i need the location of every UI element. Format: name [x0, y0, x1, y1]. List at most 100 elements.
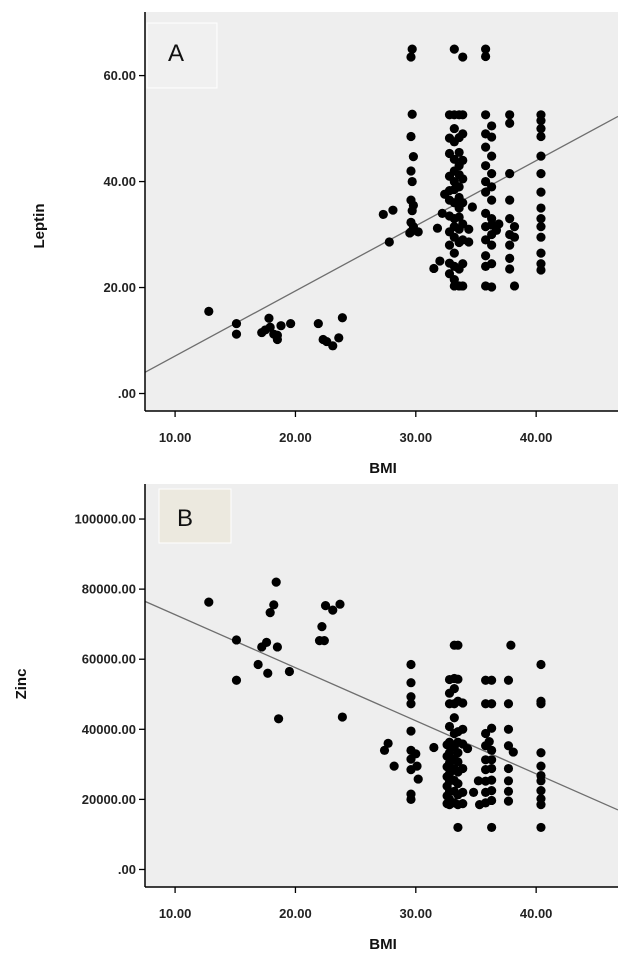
y-ticks-a: .00 20.00 40.00 60.00 [103, 68, 145, 401]
y-tick-label: 60.00 [103, 68, 136, 83]
data-point [449, 248, 459, 258]
data-point [453, 757, 463, 767]
data-point [458, 798, 468, 809]
data-point [449, 713, 459, 723]
data-point [328, 341, 338, 351]
data-point [536, 131, 546, 142]
data-point [334, 333, 344, 343]
data-point [429, 263, 439, 274]
x-tick-label: 20.00 [279, 906, 312, 921]
data-point [487, 822, 497, 833]
data-point [454, 212, 464, 222]
data-point [204, 306, 214, 316]
data-point [536, 748, 546, 758]
data-point [487, 795, 497, 806]
data-point [231, 635, 242, 645]
data-point [335, 599, 345, 609]
data-point [505, 264, 515, 274]
plot-area-b [145, 484, 618, 887]
data-point [487, 259, 497, 269]
data-point [487, 151, 497, 161]
data-point [379, 745, 390, 755]
data-point [449, 44, 459, 54]
data-point [458, 110, 468, 120]
data-point [458, 198, 468, 208]
data-point [503, 796, 514, 806]
data-point [505, 118, 515, 128]
data-point [505, 169, 515, 179]
data-point [320, 601, 331, 611]
data-point [536, 116, 546, 126]
data-point [458, 129, 468, 139]
data-point [536, 169, 546, 179]
data-point [231, 329, 242, 339]
data-point [286, 318, 296, 329]
data-point [487, 132, 497, 142]
data-point [453, 779, 463, 789]
data-point [406, 659, 416, 670]
data-point [273, 714, 284, 724]
data-point [487, 675, 497, 685]
y-axis-title-b: Zinc [13, 669, 30, 700]
data-point [458, 52, 468, 62]
data-point [487, 763, 497, 774]
data-point [503, 763, 514, 774]
data-point [413, 227, 423, 237]
data-point [263, 668, 273, 678]
data-point [536, 187, 546, 197]
y-tick-label: 20000.00 [82, 792, 136, 807]
data-point [453, 822, 463, 833]
x-axis-title-a: BMI [369, 460, 397, 477]
data-point [407, 176, 417, 187]
data-point [509, 281, 520, 291]
data-point [388, 205, 398, 215]
data-point [505, 214, 515, 224]
chart-b: B .00 20000.00 40000.00 60000.00 80000.00 100… [13, 484, 618, 953]
data-point [406, 726, 416, 736]
data-point [536, 786, 546, 796]
data-point [536, 800, 546, 810]
data-point [467, 202, 477, 212]
data-point [487, 282, 497, 292]
data-point [406, 692, 416, 702]
data-point [487, 775, 497, 785]
data-point [406, 131, 416, 142]
data-point [313, 318, 323, 329]
data-point [487, 240, 497, 250]
data-point [378, 209, 388, 220]
y-tick-label: 80000.00 [82, 582, 136, 597]
data-point [473, 776, 483, 786]
data-point [407, 44, 417, 54]
data-point [487, 121, 497, 131]
data-point [458, 698, 468, 708]
data-point [481, 235, 491, 245]
data-point [481, 110, 491, 120]
data-point [536, 265, 546, 275]
data-point [536, 232, 546, 242]
data-point [337, 712, 347, 722]
data-point [453, 640, 463, 650]
data-point [265, 608, 275, 618]
points-a [204, 44, 546, 351]
x-tick-label: 20.00 [279, 430, 312, 445]
data-point [505, 195, 515, 205]
x-tick-label: 40.00 [520, 906, 553, 921]
data-point [413, 774, 423, 784]
x-tick-label: 10.00 [159, 430, 192, 445]
data-point [231, 318, 242, 329]
data-point [487, 755, 497, 765]
data-point [536, 822, 546, 833]
data-point [481, 161, 491, 171]
data-point [406, 217, 416, 227]
panel-label-box-b [158, 488, 232, 544]
data-point [506, 640, 516, 650]
data-point [536, 214, 546, 224]
data-point [487, 214, 497, 224]
y-tick-label: 40.00 [103, 174, 136, 189]
data-point [503, 675, 514, 685]
data-point [536, 203, 546, 213]
data-point [319, 636, 329, 646]
data-point [503, 786, 514, 796]
y-tick-label: .00 [118, 862, 136, 877]
